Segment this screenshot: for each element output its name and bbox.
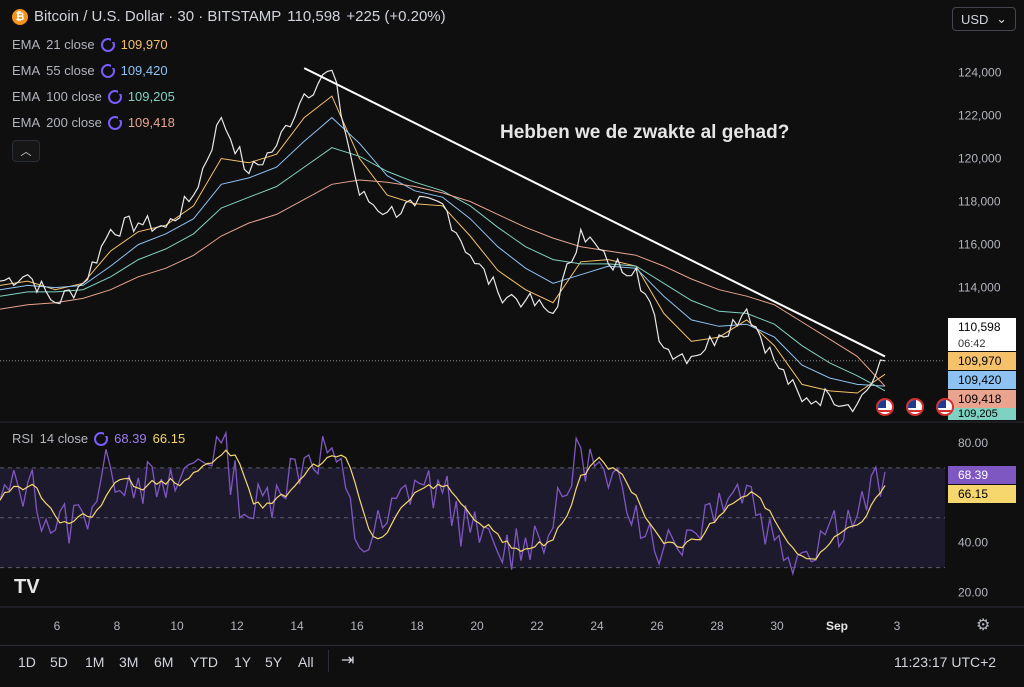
time-tick-label: 24 — [590, 619, 604, 633]
refresh-icon[interactable] — [100, 36, 116, 52]
range-5d[interactable]: 5D — [50, 654, 68, 670]
bottom-toolbar — [0, 645, 1024, 687]
time-tick-label: 30 — [770, 619, 784, 633]
range-1y[interactable]: 1Y — [234, 654, 252, 670]
ema-line-3 — [0, 179, 886, 387]
refresh-icon[interactable] — [94, 430, 110, 446]
range-ytd[interactable]: YTD — [190, 654, 218, 670]
us-flag-icon[interactable] — [906, 398, 924, 416]
clock[interactable]: 11:23:17 UTC+2 — [894, 654, 997, 670]
header-price: 110,598 — [287, 8, 341, 25]
ema-value: 109,418 — [127, 115, 175, 130]
ema21-badge: 109,970 — [948, 352, 1016, 370]
time-tick-label: 26 — [650, 619, 664, 633]
time-tick-label: 28 — [710, 619, 724, 633]
time-tick-label: 12 — [230, 619, 244, 633]
ema-legend-55[interactable]: EMA 55 close 109,420 — [12, 62, 168, 78]
price-tick-label: 124,000 — [958, 65, 1002, 79]
chart-annotation[interactable]: Hebben we de zwakte al gehad? — [500, 122, 790, 143]
rsi-badge: 68.39 — [948, 466, 1016, 484]
range-5y[interactable]: 5Y — [265, 654, 283, 670]
time-tick-label: 16 — [350, 619, 364, 633]
ema100-badge: 109,205 — [948, 408, 1016, 420]
time-tick-label: 6 — [54, 619, 61, 633]
price-tick-label: 118,000 — [958, 195, 1001, 209]
last-price-badge: 110,598 — [948, 318, 1016, 336]
price-tick-label: 122,000 — [958, 108, 1002, 122]
range-all[interactable]: All — [298, 654, 314, 670]
refresh-icon[interactable] — [107, 114, 123, 130]
countdown-badge: 06:42 — [948, 336, 1016, 351]
rsi-name: RSI — [12, 431, 34, 446]
ema-value: 109,420 — [120, 63, 168, 78]
chevron-up-icon: ︿ — [20, 146, 32, 158]
range-1m[interactable]: 1M — [85, 654, 105, 670]
ema-name: EMA — [12, 89, 41, 104]
trendline[interactable] — [303, 67, 886, 358]
rsi-legend[interactable]: RSI 14 close 68.39 66.15 — [12, 430, 186, 446]
time-tick-label: 22 — [530, 619, 544, 633]
ema-param: 200 close — [46, 115, 102, 130]
time-tick-label: Sep — [826, 619, 848, 633]
ema-name: EMA — [12, 115, 41, 130]
price-line — [0, 69, 886, 413]
currency-select[interactable]: USD ⌄ — [952, 7, 1016, 31]
rsi-ma-line — [0, 449, 886, 560]
rsi-tick-label: 20.00 — [958, 586, 988, 600]
range-3m[interactable]: 3M — [119, 654, 139, 670]
ema-param: 55 close — [46, 63, 95, 78]
symbol-name: Bitcoin / U.S. Dollar · 30 · BITSTAMP — [34, 8, 282, 25]
chevron-down-icon: ⌄ — [996, 11, 1007, 26]
refresh-icon[interactable] — [107, 88, 123, 104]
collapse-legend-button[interactable]: ︿ — [12, 140, 40, 162]
date-range-icon[interactable]: ⇥ — [341, 652, 355, 669]
ema200-badge: 109,418 — [948, 390, 1016, 408]
ema-param: 21 close — [46, 37, 95, 52]
ema55-badge: 109,420 — [948, 371, 1016, 389]
settings-icon[interactable]: ⚙ — [976, 617, 991, 634]
price-tick-label: 116,000 — [958, 238, 1001, 252]
rsi-value: 68.39 — [114, 431, 147, 446]
header-change: +225 (+0.20%) — [346, 8, 446, 25]
currency-label: USD — [961, 11, 989, 27]
time-tick-label: 18 — [410, 619, 424, 633]
rsi-tick-label: 40.00 — [958, 536, 988, 550]
rsi-ma-value: 66.15 — [152, 431, 186, 446]
ema-param: 100 close — [46, 89, 102, 104]
ema-legend-200[interactable]: EMA 200 close 109,418 — [12, 114, 175, 130]
symbol-header[interactable]: ₿ Bitcoin / U.S. Dollar · 30 · BITSTAMP … — [12, 8, 446, 25]
rsi-tick-label: 80.00 — [958, 436, 988, 450]
us-flag-icon[interactable] — [876, 398, 894, 416]
price-tick-label: 120,000 — [958, 151, 1002, 165]
range-6m[interactable]: 6M — [154, 654, 174, 670]
rsi-ma-badge: 66.15 — [948, 485, 1016, 503]
ema-name: EMA — [12, 63, 41, 78]
us-flag-icon[interactable] — [936, 398, 954, 416]
range-1d[interactable]: 1D — [18, 654, 36, 670]
time-tick-label: 20 — [470, 619, 484, 633]
rsi-param: 14 close — [39, 431, 89, 446]
time-tick-label: 3 — [894, 619, 901, 633]
ema-value: 109,205 — [127, 89, 175, 104]
rsi-line — [0, 430, 886, 577]
ema-legend-21[interactable]: EMA 21 close 109,970 — [12, 36, 168, 52]
toolbar-divider — [328, 650, 329, 672]
time-tick-label: 10 — [170, 619, 184, 633]
refresh-icon[interactable] — [100, 62, 116, 78]
bitcoin-icon: ₿ — [12, 8, 28, 25]
time-tick-label: 8 — [114, 619, 121, 633]
time-tick-label: 14 — [290, 619, 304, 633]
tradingview-logo-icon: TV — [14, 576, 40, 598]
ema-legend-100[interactable]: EMA 100 close 109,205 — [12, 88, 175, 104]
price-tick-label: 114,000 — [958, 281, 1001, 295]
ema-name: EMA — [12, 37, 41, 52]
ema-value: 109,970 — [120, 37, 168, 52]
ema-line-2 — [0, 147, 886, 392]
